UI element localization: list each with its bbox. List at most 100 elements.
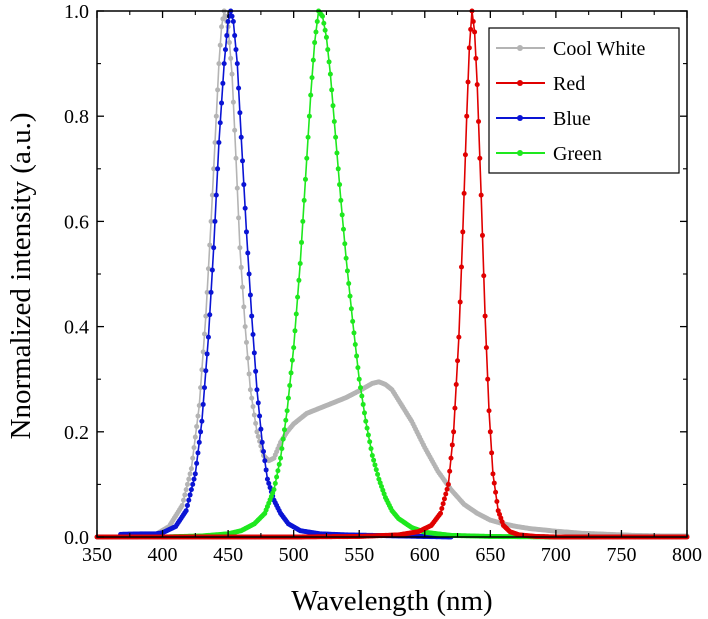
series-point-red — [474, 82, 480, 88]
series-point-blue — [238, 134, 244, 140]
series-point-red — [451, 429, 457, 435]
series-point-green — [288, 370, 294, 376]
series-point-cool-white — [247, 387, 253, 393]
series-point-green — [338, 197, 344, 203]
series-point-blue — [183, 508, 189, 514]
series-point-blue — [267, 485, 273, 491]
series-point-blue — [243, 229, 249, 235]
series-point-blue — [242, 205, 248, 211]
series-point-blue — [264, 476, 270, 482]
series-layer — [94, 8, 690, 540]
series-point-green — [279, 446, 285, 452]
series-point-green — [351, 330, 357, 336]
series-point-blue — [257, 413, 263, 419]
series-point-green — [371, 457, 377, 463]
series-point-cool-white — [234, 185, 240, 191]
series-point-blue — [198, 429, 204, 435]
series-point-cool-white — [233, 155, 239, 161]
series-point-green — [346, 280, 352, 286]
series-point-green — [339, 212, 345, 218]
series-point-cool-white — [191, 445, 197, 451]
series-point-red — [487, 429, 493, 435]
x-tick-label: 650 — [475, 544, 505, 566]
series-point-blue — [196, 439, 202, 445]
series-point-blue — [208, 289, 214, 295]
series-point-blue — [261, 449, 267, 455]
series-point-green — [347, 293, 353, 299]
series-point-cool-white — [196, 403, 202, 408]
series-point-green — [299, 239, 305, 245]
series-point-red — [477, 155, 483, 161]
series-point-cool-white — [251, 412, 257, 418]
series-point-red — [458, 264, 464, 270]
series-point-red — [445, 481, 451, 487]
series-point-cool-white — [194, 424, 200, 430]
series-point-blue — [259, 439, 265, 445]
series-point-cool-white — [213, 113, 219, 119]
series-point-cool-white — [179, 502, 185, 508]
series-point-green — [354, 353, 360, 359]
series-point-cool-white — [186, 476, 192, 482]
x-tick-label: 800 — [672, 544, 702, 566]
legend-marker-cool-white — [517, 45, 523, 51]
series-point-red — [490, 471, 496, 477]
series-point-cool-white — [187, 471, 193, 477]
series-point-red — [443, 491, 449, 497]
series-point-cool-white — [245, 355, 251, 361]
series-point-blue — [203, 368, 209, 374]
y-tick-label: 0.2 — [64, 422, 89, 444]
x-axis-title: Wavelength (nm) — [291, 585, 492, 617]
series-point-blue — [229, 13, 235, 19]
y-tick-label: 0.6 — [64, 211, 89, 233]
series-point-green — [348, 306, 354, 312]
series-point-red — [447, 468, 453, 474]
series-point-blue — [216, 140, 222, 145]
series-point-blue — [234, 61, 240, 67]
series-point-cool-white — [209, 192, 215, 198]
series-point-green — [289, 357, 295, 363]
series-point-green — [287, 383, 293, 389]
series-point-green — [350, 318, 356, 324]
series-point-blue — [255, 400, 261, 406]
series-point-blue — [217, 120, 223, 126]
x-tick-label: 450 — [213, 544, 243, 566]
series-point-blue — [241, 182, 247, 188]
series-point-red — [438, 510, 444, 516]
series-point-green — [302, 176, 308, 182]
series-point-blue — [221, 61, 227, 67]
series-point-green — [285, 395, 291, 401]
series-point-red — [465, 79, 471, 85]
series-point-blue — [212, 218, 218, 224]
series-point-cool-white — [228, 55, 234, 61]
series-point-green — [356, 376, 362, 382]
series-point-red — [455, 358, 461, 364]
series-point-blue — [190, 481, 196, 487]
series-point-green — [320, 13, 326, 19]
series-point-red — [457, 299, 463, 305]
series-point-green — [301, 197, 307, 203]
series-point-red — [460, 229, 466, 235]
series-point-red — [439, 506, 445, 512]
series-point-blue — [195, 450, 201, 456]
series-point-green — [330, 103, 336, 109]
series-point-cool-white — [192, 434, 198, 440]
series-point-cool-white — [238, 264, 244, 270]
series-point-green — [327, 71, 333, 77]
series-point-green — [359, 393, 365, 399]
series-point-green — [372, 462, 378, 468]
series-point-cool-white — [230, 99, 236, 105]
series-point-green — [342, 241, 348, 247]
series-point-blue — [253, 368, 259, 374]
series-point-green — [312, 40, 318, 46]
series-point-green — [308, 92, 314, 98]
series-point-red — [482, 313, 488, 319]
series-point-blue — [250, 331, 256, 337]
series-point-green — [313, 29, 319, 35]
series-point-green — [375, 471, 381, 477]
series-point-green — [335, 166, 341, 172]
series-point-green — [352, 341, 358, 347]
series-point-green — [343, 255, 349, 261]
series-point-blue — [266, 480, 272, 486]
series-point-green — [355, 365, 361, 371]
series-point-blue — [188, 487, 194, 493]
